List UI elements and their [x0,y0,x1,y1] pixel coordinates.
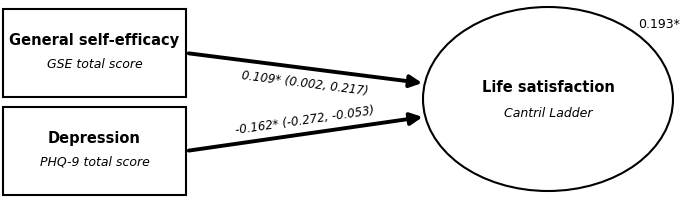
FancyBboxPatch shape [3,10,186,98]
Text: Depression: Depression [48,131,141,146]
FancyBboxPatch shape [3,107,186,195]
Ellipse shape [423,8,673,191]
Text: 0.109* (0.002, 0.217): 0.109* (0.002, 0.217) [240,69,369,98]
Text: PHQ-9 total score: PHQ-9 total score [40,155,149,168]
Text: General self-efficacy: General self-efficacy [10,33,179,48]
Text: Life satisfaction: Life satisfaction [482,80,614,95]
FancyArrowPatch shape [189,115,419,151]
Text: 0.193*: 0.193* [638,18,680,31]
FancyArrowPatch shape [189,54,418,87]
Text: Cantril Ladder: Cantril Ladder [503,107,593,120]
Text: -0.162* (-0.272, -0.053): -0.162* (-0.272, -0.053) [234,103,375,136]
Text: GSE total score: GSE total score [47,57,142,70]
